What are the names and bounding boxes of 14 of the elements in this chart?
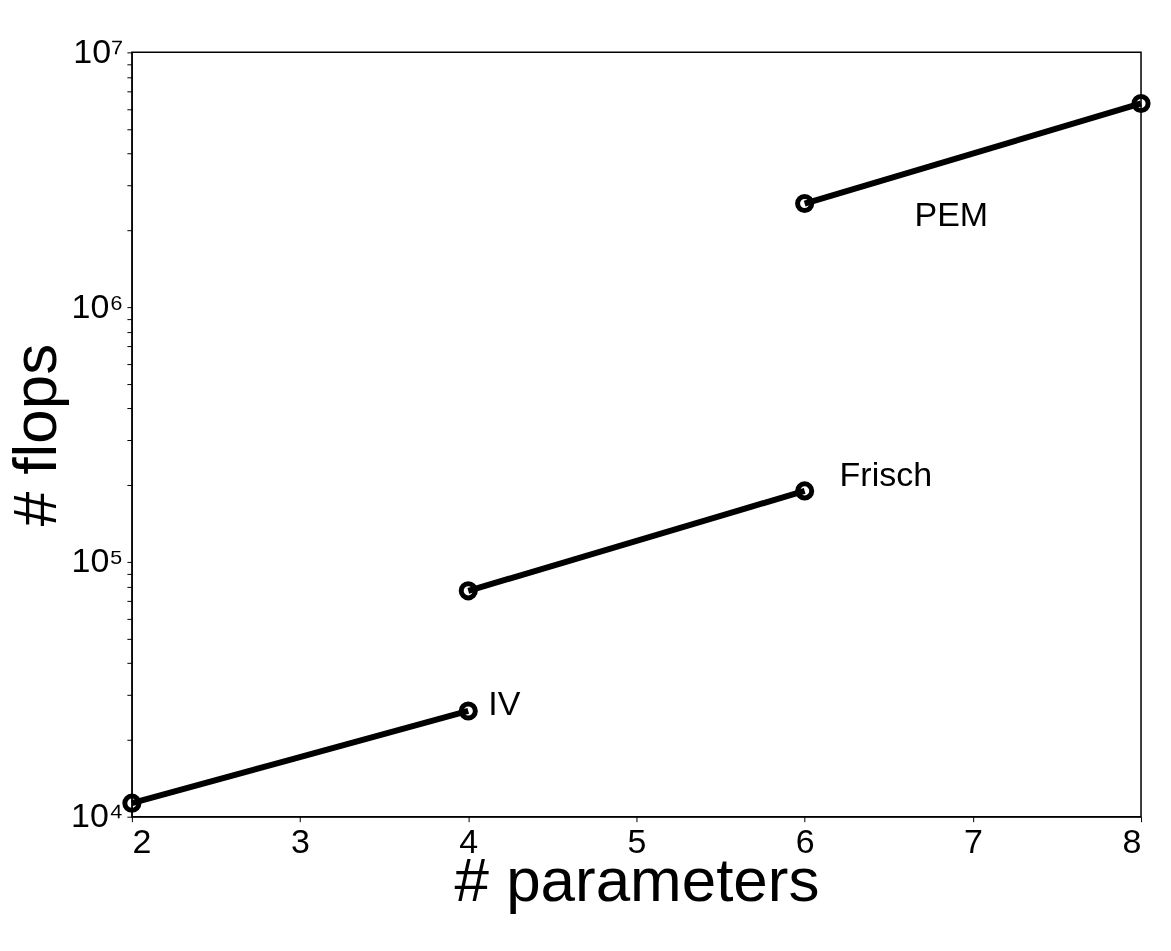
- y-tick-label: 10⁶: [71, 286, 124, 325]
- y-tick-label: 10⁴: [71, 796, 124, 835]
- x-tick-label: 3: [291, 822, 311, 861]
- x-tick-label: 5: [627, 822, 647, 861]
- y-tick-label: 10⁷: [73, 31, 124, 70]
- x-tick-label: 2: [132, 822, 152, 861]
- x-tick-label: 6: [795, 822, 815, 861]
- y-tick-label: 10⁵: [71, 541, 124, 580]
- x-tick-label: 7: [963, 822, 983, 861]
- annotation: PEM: [914, 194, 989, 233]
- y-axis-title: # flops: [0, 343, 70, 527]
- x-tick-label: 8: [1122, 822, 1142, 861]
- annotation: IV: [488, 683, 521, 722]
- annotation: Frisch: [839, 454, 933, 493]
